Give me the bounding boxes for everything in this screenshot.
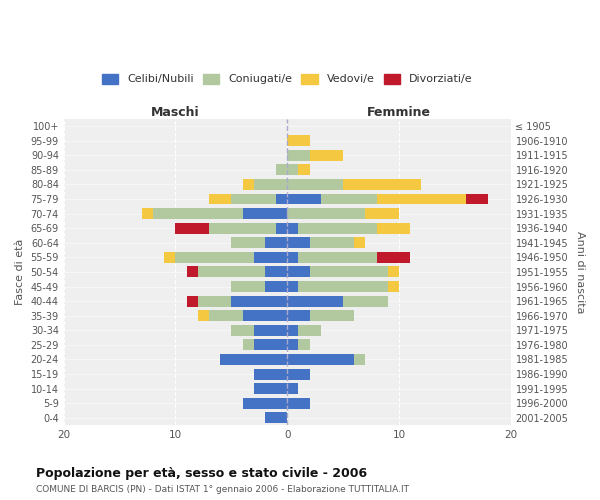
Text: Maschi: Maschi (151, 106, 200, 118)
Bar (287, 252, 298, 263)
Bar (254, 179, 287, 190)
Bar (187, 266, 198, 278)
Bar (209, 310, 242, 321)
Bar (343, 179, 421, 190)
Bar (310, 150, 343, 160)
Bar (388, 281, 399, 292)
Bar (287, 222, 298, 234)
Y-axis label: Anni di nascita: Anni di nascita (575, 230, 585, 313)
Bar (298, 325, 321, 336)
Bar (242, 310, 287, 321)
Bar (287, 368, 310, 380)
Bar (153, 208, 242, 219)
Bar (287, 238, 310, 248)
Bar (232, 325, 254, 336)
Bar (265, 412, 287, 424)
Bar (298, 164, 310, 175)
Bar (287, 325, 298, 336)
Bar (242, 398, 287, 408)
Bar (354, 238, 365, 248)
Text: Femmine: Femmine (367, 106, 431, 118)
Bar (164, 252, 175, 263)
Bar (287, 354, 354, 365)
Bar (287, 310, 310, 321)
Bar (265, 238, 287, 248)
Bar (232, 238, 265, 248)
Bar (287, 281, 298, 292)
Bar (287, 340, 298, 350)
Legend: Celibi/Nubili, Coniugati/e, Vedovi/e, Divorziati/e: Celibi/Nubili, Coniugati/e, Vedovi/e, Di… (97, 69, 477, 89)
Bar (310, 310, 354, 321)
Bar (377, 252, 410, 263)
Bar (388, 266, 399, 278)
Bar (466, 194, 488, 204)
Bar (276, 164, 287, 175)
Bar (298, 281, 388, 292)
Y-axis label: Fasce di età: Fasce di età (15, 239, 25, 305)
Bar (142, 208, 153, 219)
Bar (232, 281, 265, 292)
Bar (198, 310, 209, 321)
Bar (242, 179, 254, 190)
Bar (287, 164, 298, 175)
Bar (254, 325, 287, 336)
Bar (310, 266, 388, 278)
Bar (276, 194, 287, 204)
Bar (254, 383, 287, 394)
Text: COMUNE DI BARCIS (PN) - Dati ISTAT 1° gennaio 2006 - Elaborazione TUTTITALIA.IT: COMUNE DI BARCIS (PN) - Dati ISTAT 1° ge… (36, 486, 409, 494)
Bar (377, 222, 410, 234)
Bar (198, 266, 265, 278)
Bar (276, 222, 287, 234)
Bar (365, 208, 399, 219)
Bar (321, 194, 377, 204)
Bar (220, 354, 287, 365)
Bar (298, 222, 377, 234)
Bar (343, 296, 388, 306)
Bar (209, 194, 232, 204)
Text: Popolazione per età, sesso e stato civile - 2006: Popolazione per età, sesso e stato civil… (36, 468, 367, 480)
Bar (242, 208, 287, 219)
Bar (254, 340, 287, 350)
Bar (175, 222, 209, 234)
Bar (287, 208, 365, 219)
Bar (287, 135, 310, 146)
Bar (209, 222, 276, 234)
Bar (175, 252, 254, 263)
Bar (254, 252, 287, 263)
Bar (254, 368, 287, 380)
Bar (298, 252, 377, 263)
Bar (287, 266, 310, 278)
Bar (287, 179, 343, 190)
Bar (287, 150, 310, 160)
Bar (265, 266, 287, 278)
Bar (198, 296, 232, 306)
Bar (232, 296, 287, 306)
Bar (232, 194, 276, 204)
Bar (187, 296, 198, 306)
Bar (265, 281, 287, 292)
Bar (310, 238, 354, 248)
Bar (242, 340, 254, 350)
Bar (287, 296, 343, 306)
Bar (287, 194, 321, 204)
Bar (298, 340, 310, 350)
Bar (354, 354, 365, 365)
Bar (287, 398, 310, 408)
Bar (287, 383, 298, 394)
Bar (377, 194, 466, 204)
